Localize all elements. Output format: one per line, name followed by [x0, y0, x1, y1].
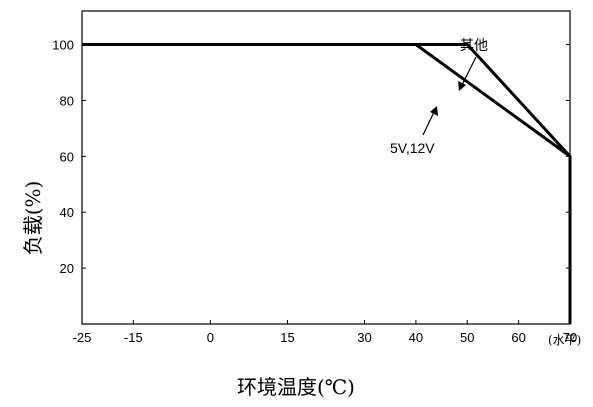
- annotation-arrowhead-other: [458, 81, 466, 91]
- x-tick-label: 40: [409, 330, 423, 345]
- y-tick-label: 80: [60, 93, 74, 108]
- x-tick-label: 60: [511, 330, 525, 345]
- series-line-0: [82, 43, 572, 324]
- x-tick-label: 30: [357, 330, 371, 345]
- x-tick-label: -25: [73, 330, 92, 345]
- x-tick-label: 50: [460, 330, 474, 345]
- y-axis-title: 负载(%): [21, 181, 45, 256]
- legend-label-5v12v: 5V,12V: [390, 140, 435, 156]
- x-unit-note: (水平): [548, 333, 581, 347]
- x-axis-ticks: -25 -15 0 15 30 40 50 60 70: [73, 320, 577, 345]
- series-line-1: [82, 43, 572, 324]
- annotation-arrow-other: [460, 56, 477, 88]
- x-tick-label: 0: [207, 330, 214, 345]
- y-tick-label: 20: [60, 261, 74, 276]
- x-axis-title: 环境温度(℃): [237, 375, 355, 399]
- legend-label-other: 其他: [460, 38, 488, 54]
- x-tick-label: -15: [124, 330, 143, 345]
- y-axis-ticks: 20 40 60 80 100: [52, 38, 570, 276]
- y-tick-label: 100: [52, 38, 74, 53]
- annotation-arrowhead-5v12v: [430, 106, 438, 116]
- y-tick-label: 60: [60, 149, 74, 164]
- y-tick-label: 40: [60, 205, 74, 220]
- plot-frame: [81, 10, 571, 325]
- series-layer: [82, 43, 572, 324]
- annotation-arrow-5v12v: [422, 109, 436, 136]
- x-tick-label: 15: [280, 330, 294, 345]
- x-tick-label: 70: [563, 330, 577, 345]
